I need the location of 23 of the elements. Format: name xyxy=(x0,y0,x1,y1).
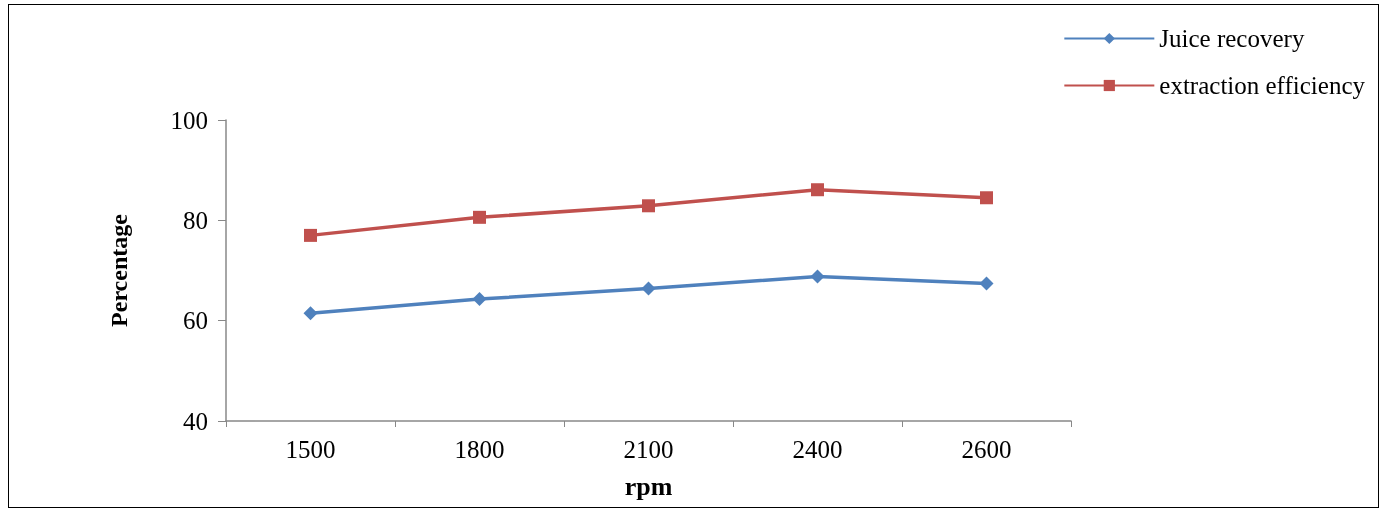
point xyxy=(641,281,656,296)
point xyxy=(642,199,655,213)
y-tick-label: 60 xyxy=(183,307,208,335)
point xyxy=(304,228,317,242)
legend-label: extraction efficiency xyxy=(1159,72,1366,99)
point xyxy=(473,210,486,224)
y-tick-label: 100 xyxy=(170,106,208,134)
legend-label: Juice recovery xyxy=(1159,25,1305,52)
y-tick-label: 80 xyxy=(183,206,208,234)
point xyxy=(303,306,318,321)
x-tick-label: 2600 xyxy=(961,436,1012,463)
x-axis-title: rpm xyxy=(624,471,673,501)
point xyxy=(980,191,993,205)
y-axis-title: Percentage xyxy=(106,213,132,327)
point xyxy=(810,269,825,284)
point xyxy=(811,183,824,197)
point xyxy=(979,276,994,291)
x-tick-label: 2400 xyxy=(792,436,843,463)
x-tick-label: 1800 xyxy=(454,436,505,463)
x-tick-label: 1500 xyxy=(285,436,336,463)
y-tick-label: 40 xyxy=(183,407,208,435)
point xyxy=(472,292,487,307)
x-tick-label: 2100 xyxy=(623,436,674,463)
